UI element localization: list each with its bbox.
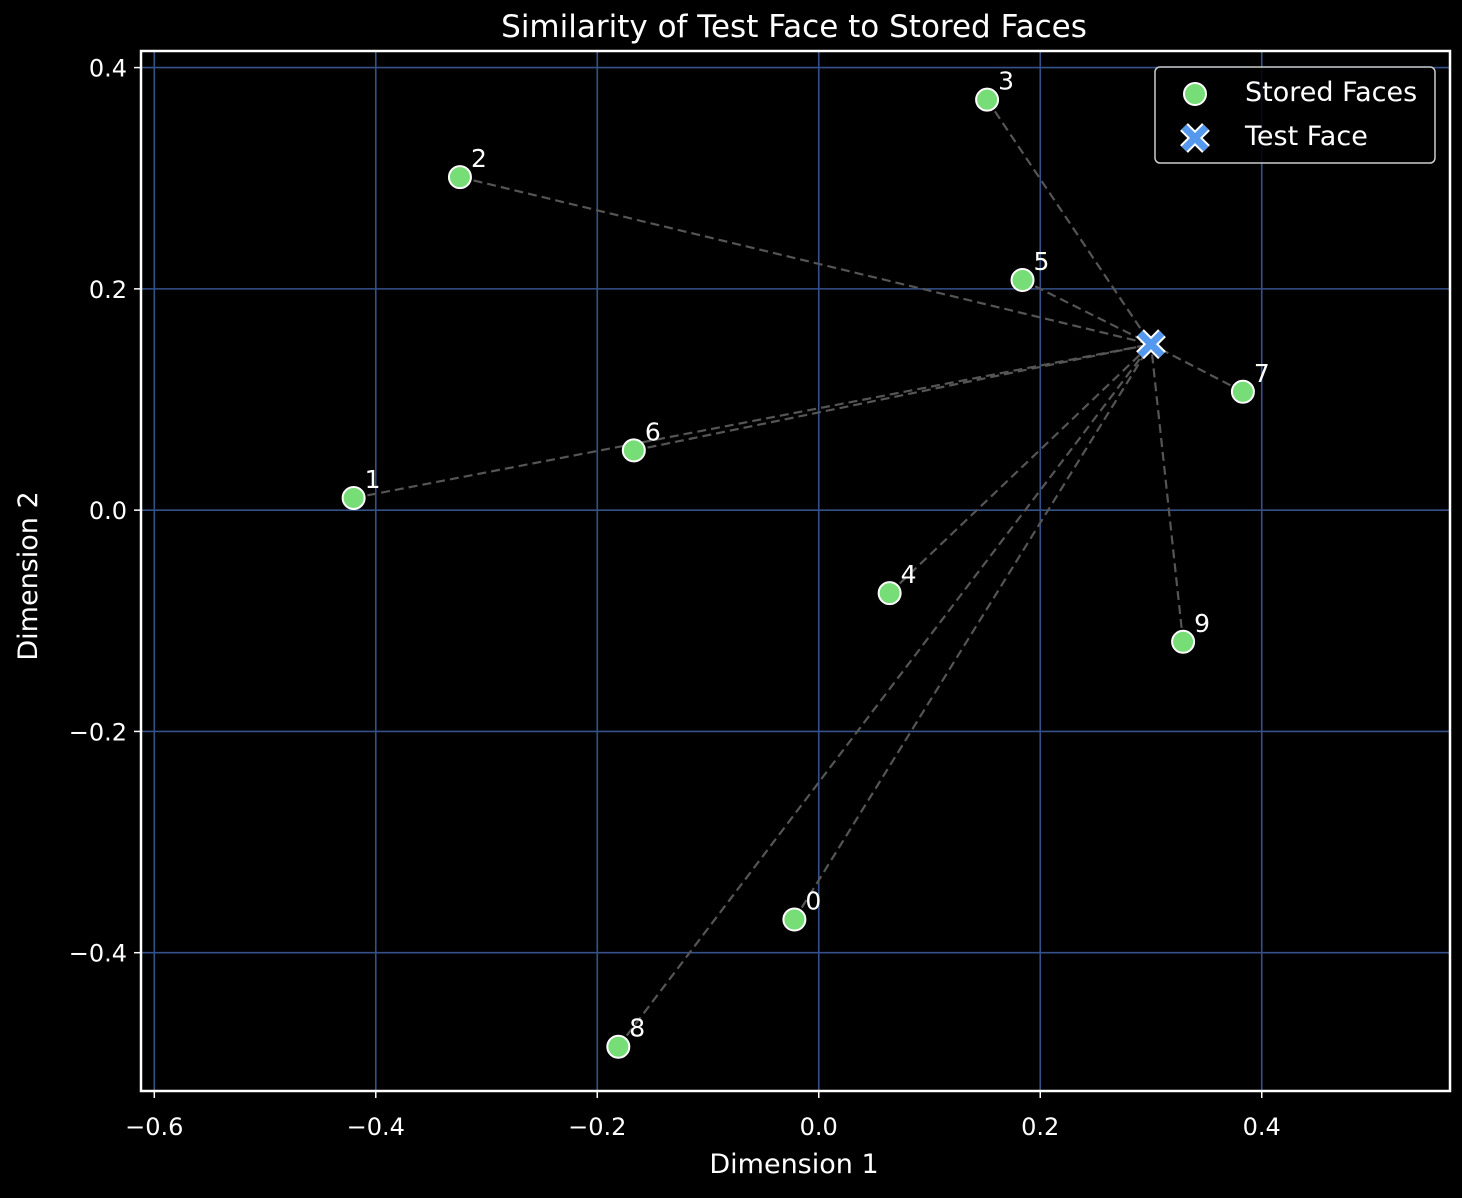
chart-title: Similarity of Test Face to Stored Faces: [501, 9, 1087, 45]
y-axis-label: Dimension 2: [13, 491, 44, 660]
y-tick-label: −0.2: [69, 718, 127, 746]
stored-face-point-4: [877, 581, 902, 606]
connector-line-9: [1149, 344, 1185, 642]
connector-line-0: [793, 343, 1152, 921]
stored-face-point-9: [1171, 629, 1196, 654]
point-label-0: 0: [805, 887, 821, 916]
y-tick-label: −0.4: [69, 940, 127, 968]
legend-test-marker: [1180, 123, 1210, 153]
connector-line-4: [888, 343, 1152, 594]
x-tick-label: 0.0: [800, 1113, 838, 1141]
stored-face-point-3: [975, 87, 1000, 112]
connector-line-8: [617, 343, 1152, 1048]
y-tick-label: 0.0: [89, 497, 127, 525]
stored-face-point-7: [1230, 379, 1255, 404]
plot-frame: [139, 49, 1452, 1093]
x-tick-label: 0.4: [1243, 1113, 1281, 1141]
x-tick-label: −0.6: [125, 1113, 183, 1141]
point-label-7: 7: [1254, 359, 1270, 388]
x-axis-label: Dimension 1: [709, 1149, 878, 1180]
y-tick-label: 0.4: [89, 55, 127, 83]
point-label-2: 2: [471, 144, 487, 173]
legend-test-label: Test Face: [1244, 121, 1368, 152]
point-label-9: 9: [1194, 609, 1210, 638]
point-label-8: 8: [629, 1014, 645, 1043]
tick-layer: −0.6 −0.4 −0.2 0.0 0.2 0.4 −0.4 −0.2 0.0 0.2 0.4: [69, 55, 1281, 1141]
connector-line-5: [1022, 279, 1152, 346]
stored-face-point-0: [782, 907, 807, 932]
connector-line-6: [633, 343, 1152, 452]
legend-stored-label: Stored Faces: [1245, 77, 1417, 108]
point-label-1: 1: [365, 465, 381, 494]
point-label-3: 3: [998, 67, 1014, 96]
connector-line-2: [459, 176, 1152, 346]
connector-layer: [353, 99, 1244, 1048]
connector-line-7: [1150, 343, 1244, 393]
y-tick-label: 0.2: [89, 276, 127, 304]
legend: Stored Faces Test Face: [1154, 66, 1436, 164]
legend-stored-marker: [1183, 82, 1207, 106]
x-tick-label: −0.4: [347, 1113, 405, 1141]
x-tick-label: −0.2: [568, 1113, 626, 1141]
point-label-4: 4: [901, 560, 917, 589]
stored-face-point-1: [341, 485, 366, 510]
x-tick-label: 0.2: [1021, 1113, 1059, 1141]
point-layer: 0 1 2 3 4 5 6 7 8 9: [341, 67, 1270, 1059]
point-label-6: 6: [645, 417, 661, 446]
legend-box: [1154, 66, 1436, 164]
test-face-point: [1136, 329, 1166, 360]
stored-face-point-2: [447, 165, 472, 190]
grid-layer: [141, 51, 1450, 1091]
connector-line-3: [986, 99, 1152, 345]
stored-face-point-5: [1010, 268, 1035, 293]
stored-face-point-6: [621, 438, 646, 463]
frame-layer: [139, 49, 1452, 1093]
connector-line-1: [353, 343, 1152, 500]
stored-face-point-8: [606, 1034, 631, 1059]
point-label-5: 5: [1034, 247, 1050, 276]
